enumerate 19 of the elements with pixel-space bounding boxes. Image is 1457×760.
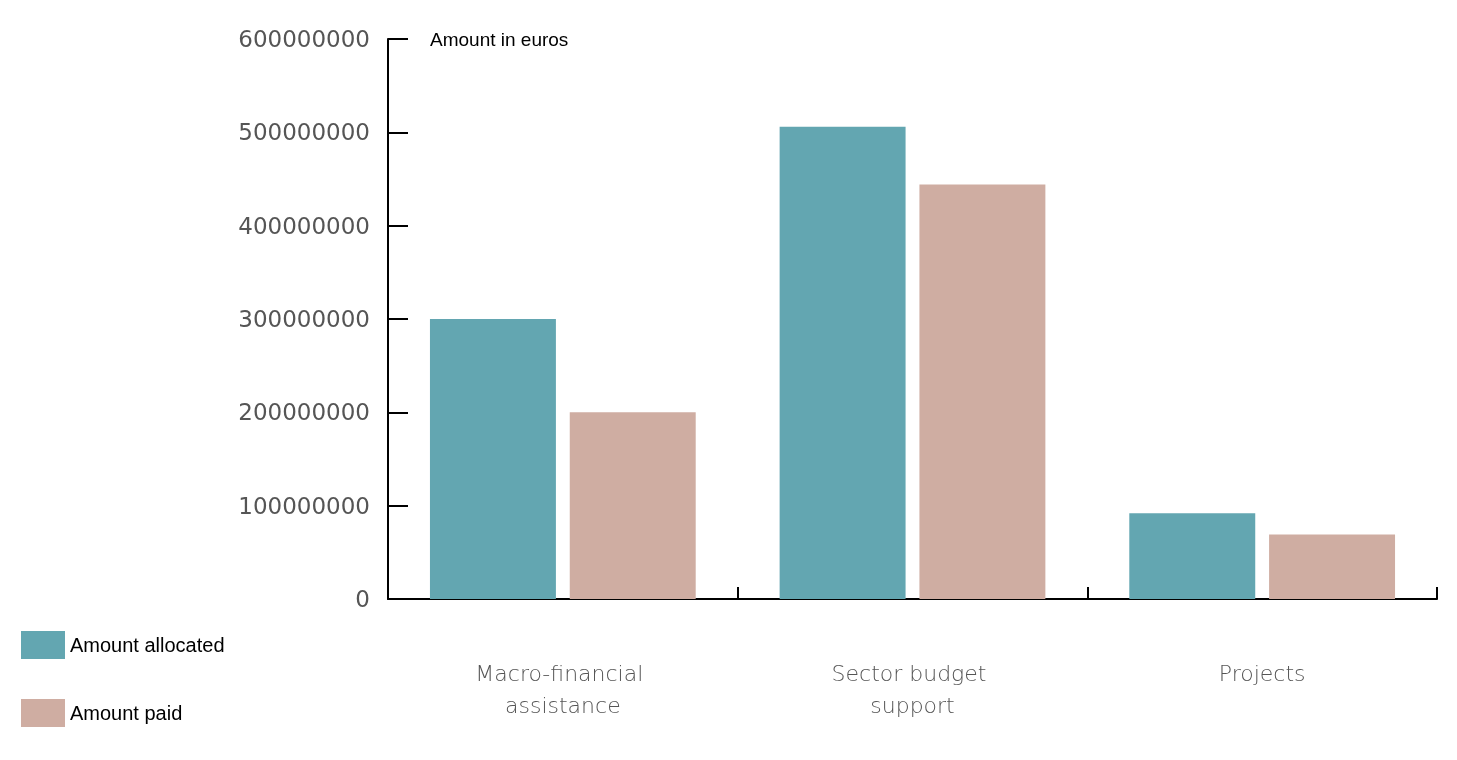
y-tick-label: 600000000 [238,26,370,52]
bar [919,184,1046,599]
y-tick-label: 400000000 [238,212,370,239]
y-tick-label: 200000000 [238,399,370,426]
bar [1269,534,1396,599]
y-tick-label: 500000000 [238,119,370,146]
x-tick-label: Projects [1218,660,1306,686]
bar [569,412,696,599]
bar [429,319,556,599]
y-tick-label: 0 [355,586,370,612]
y-axis-title: Amount in euros [430,28,569,50]
x-tick-label: Sector budget support [831,660,994,718]
x-tick-label: Macro-financial assistance [475,660,651,718]
y-tick-label: 100000000 [238,492,370,519]
legend-label: Amount allocated [70,634,225,656]
bar [779,126,906,599]
y-tick-label: 300000000 [238,306,370,332]
bar [1129,513,1256,599]
legend-label: Amount paid [70,702,183,724]
